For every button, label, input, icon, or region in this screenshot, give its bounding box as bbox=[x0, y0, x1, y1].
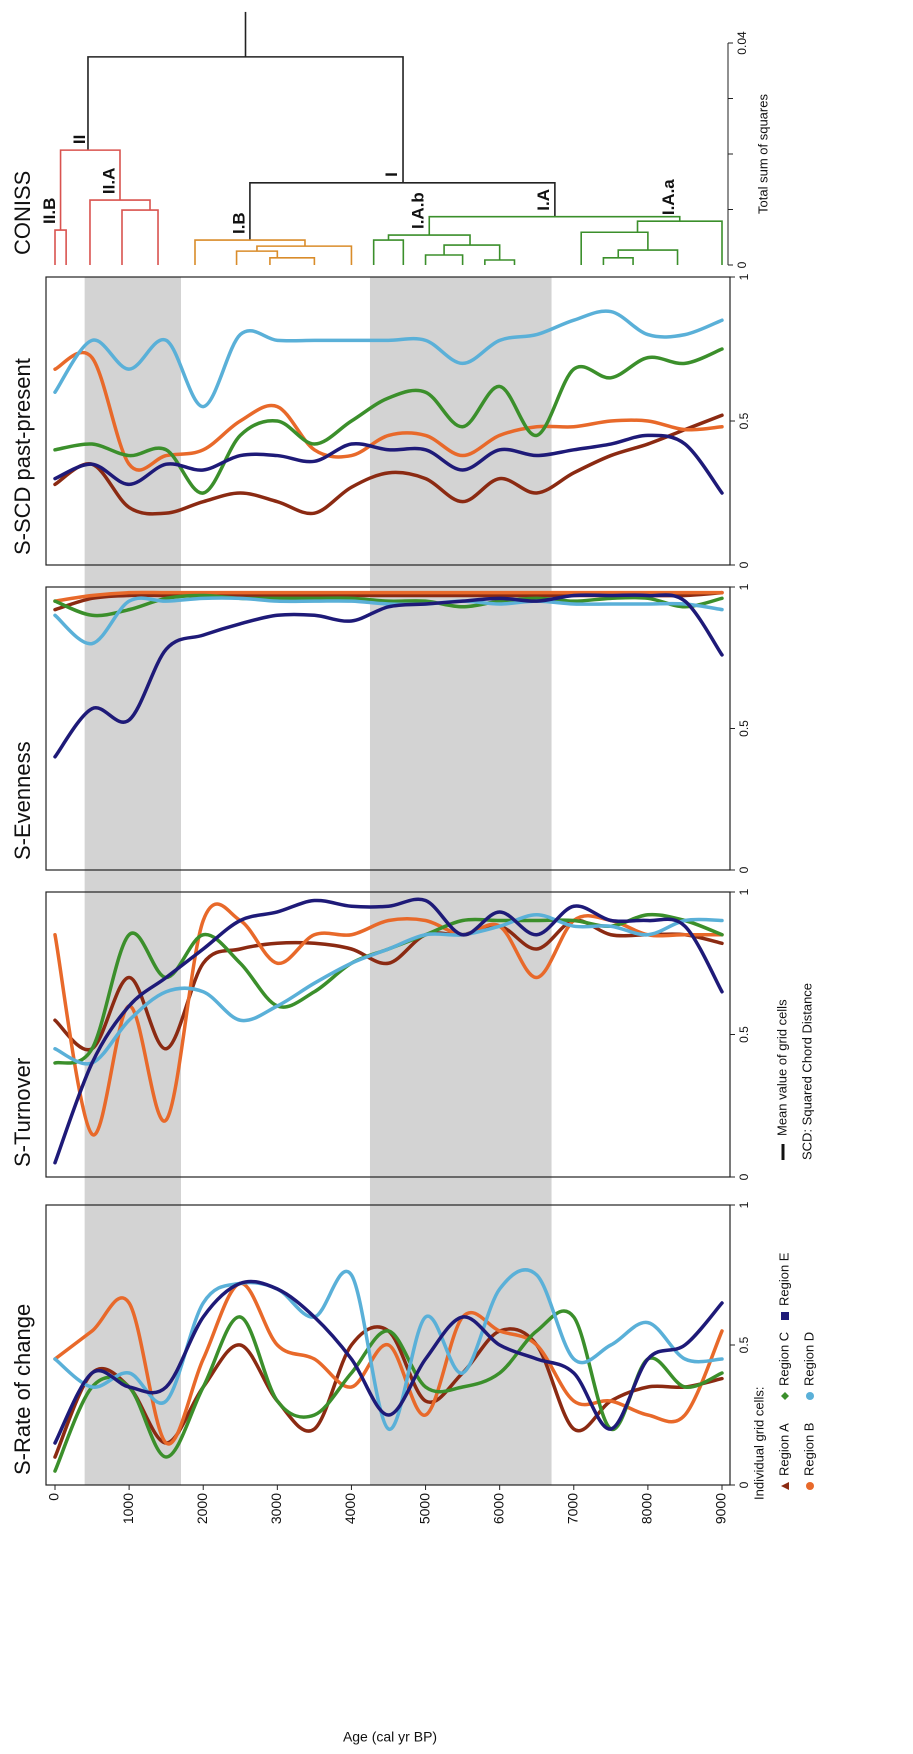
age-tick-label: 2000 bbox=[194, 1493, 210, 1524]
panel-title: S-Turnover bbox=[10, 1058, 35, 1167]
dendrogram-link bbox=[235, 250, 279, 265]
age-axis-title: Age (cal yr BP) bbox=[343, 1729, 437, 1745]
mean-line bbox=[53, 913, 724, 1066]
value-tick-label: 0 bbox=[737, 1173, 751, 1180]
shaded-band bbox=[84, 277, 181, 1485]
legend-mean-label: Mean value of grid cells bbox=[774, 999, 789, 1136]
age-tick-label: 4000 bbox=[342, 1493, 358, 1524]
mean-line bbox=[53, 902, 724, 1137]
dendrogram-link bbox=[89, 199, 151, 265]
cluster-label: II.B bbox=[40, 198, 59, 224]
mean-line bbox=[53, 1268, 724, 1431]
value-tick-label: 0.5 bbox=[737, 412, 751, 429]
age-tick-label: 6000 bbox=[490, 1493, 506, 1524]
mean-line bbox=[53, 413, 724, 516]
panel-title: S-Rate of change bbox=[10, 1304, 35, 1475]
dendrogram-link bbox=[87, 56, 404, 183]
value-tick-label: 0 bbox=[737, 561, 751, 568]
value-tick-label: 0.5 bbox=[737, 1336, 751, 1353]
cluster-label: I bbox=[382, 172, 401, 177]
age-tick-label: 3000 bbox=[268, 1493, 284, 1524]
age-tick-label: 8000 bbox=[639, 1493, 655, 1524]
legend-label: Region D bbox=[801, 1332, 816, 1386]
dendrogram-link bbox=[121, 209, 159, 265]
legend-marker bbox=[781, 1482, 789, 1490]
mean-line bbox=[53, 433, 724, 495]
dendrogram-link bbox=[617, 249, 679, 265]
cluster-label: I.A bbox=[534, 189, 553, 211]
age-tick-label: 1000 bbox=[120, 1493, 136, 1524]
panel-title: S-Evenness bbox=[10, 741, 35, 860]
coniss-tick-label: 0.04 bbox=[735, 31, 749, 55]
dendrogram-link bbox=[428, 215, 681, 236]
dendrogram-link bbox=[59, 149, 121, 231]
dendrogram-link bbox=[424, 254, 464, 265]
cluster-label: I.A.b bbox=[409, 192, 428, 229]
mean-line bbox=[53, 897, 724, 1165]
mean-line bbox=[53, 590, 724, 603]
legend-label: Region B bbox=[801, 1423, 816, 1476]
value-tick-label: 1 bbox=[737, 888, 751, 895]
dendrogram-link bbox=[443, 244, 501, 261]
dendrogram-link bbox=[387, 234, 471, 246]
dendrogram-link bbox=[249, 182, 556, 241]
value-tick-label: 1 bbox=[737, 1201, 751, 1208]
legend-marker bbox=[806, 1482, 814, 1490]
value-tick-label: 1 bbox=[737, 583, 751, 590]
dendrogram-link bbox=[256, 245, 353, 265]
age-tick-label: 0 bbox=[46, 1493, 62, 1501]
dendrogram-link bbox=[602, 256, 634, 265]
mean-line bbox=[53, 918, 724, 1052]
mean-line bbox=[53, 596, 724, 646]
rotated-figure: 0 1000 2000 3000 4000 5000 6000 7000 8000 9000Age… bbox=[10, 11, 816, 1745]
legend-label: Region C bbox=[776, 1332, 791, 1386]
dendrogram-link bbox=[372, 239, 405, 265]
mean-line bbox=[53, 1281, 724, 1446]
legend-label: Region A bbox=[776, 1423, 791, 1476]
value-tick-label: 0 bbox=[737, 866, 751, 873]
mean-line bbox=[53, 347, 724, 495]
panel-title: CONISS bbox=[10, 171, 35, 255]
dendrogram-link bbox=[54, 229, 67, 265]
age-tick-label: 9000 bbox=[713, 1493, 729, 1524]
dendrogram-link bbox=[269, 256, 316, 265]
dendrogram-link bbox=[484, 259, 516, 265]
age-tick-label: 5000 bbox=[416, 1493, 432, 1524]
legend-marker bbox=[806, 1392, 814, 1400]
cluster-label: I.A.a bbox=[659, 179, 678, 215]
panel-title: S-SCD past-present bbox=[10, 358, 35, 555]
dendrogram-link bbox=[194, 239, 306, 265]
value-tick-label: 0 bbox=[737, 1481, 751, 1488]
legend-marker bbox=[781, 1392, 789, 1400]
age-tick-label: 7000 bbox=[564, 1493, 580, 1524]
legend-note: SCD: Squared Chord Distance bbox=[799, 983, 814, 1160]
coniss-axis-title: Total sum of squares bbox=[755, 94, 770, 214]
coniss-tick-label: 0 bbox=[735, 261, 749, 268]
value-tick-label: 1 bbox=[737, 273, 751, 280]
value-tick-label: 0.5 bbox=[737, 720, 751, 737]
mean-line bbox=[53, 593, 724, 618]
mean-line bbox=[53, 309, 724, 409]
mean-line bbox=[53, 350, 724, 472]
dendrogram-link bbox=[580, 231, 649, 265]
mean-line bbox=[53, 1279, 724, 1445]
value-tick-label: 0.5 bbox=[737, 1026, 751, 1043]
cluster-label: II.A bbox=[99, 168, 118, 194]
shaded-band bbox=[369, 277, 552, 1485]
cluster-label: I.B bbox=[229, 212, 248, 234]
legend-label: Region E bbox=[776, 1252, 791, 1306]
cluster-label: II bbox=[70, 135, 89, 144]
mean-line bbox=[53, 593, 724, 759]
legend-marker bbox=[781, 1312, 789, 1320]
dendrogram-link bbox=[636, 220, 723, 265]
legend-title: Individual grid cells: bbox=[751, 1387, 766, 1500]
